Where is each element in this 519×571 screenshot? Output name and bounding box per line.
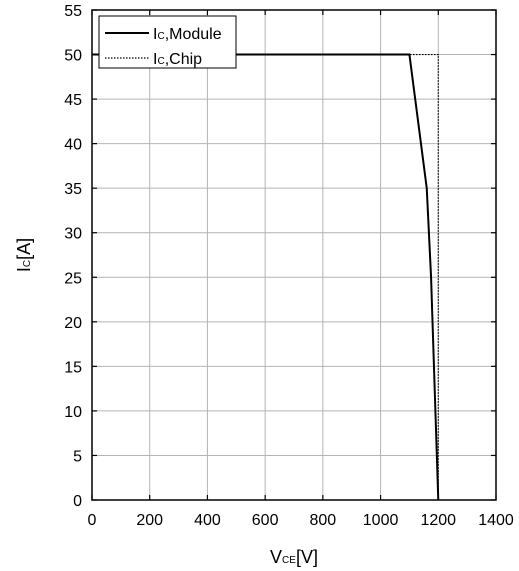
legend-label-main: I: [153, 51, 157, 68]
y-tick-label: 5: [73, 448, 82, 465]
y-tick-label: 30: [64, 226, 82, 243]
x-tick-label: 600: [252, 512, 279, 529]
legend-box: [98, 15, 237, 69]
y-tick-label: 25: [64, 270, 82, 287]
x-tick-label: 1200: [420, 512, 456, 529]
legend-label-chip: IC,Chip: [153, 51, 202, 68]
y-tick-label: 50: [64, 48, 82, 65]
ticks: [91, 9, 497, 501]
x-tick-label: 200: [136, 512, 163, 529]
plot-frame: [91, 9, 497, 501]
y-tick-label: 20: [64, 315, 82, 332]
x-axis-label-unit: [V]: [296, 547, 318, 567]
legend-label-rest: ,Module: [165, 26, 222, 43]
legend-label-main: I: [153, 26, 157, 43]
y-tick-label: 0: [73, 493, 82, 510]
y-tick-label: 40: [64, 137, 82, 154]
y-tick-label: 35: [64, 181, 82, 198]
series-line-module: [92, 53, 440, 501]
y-tick-label: 10: [64, 404, 82, 421]
y-tick-label: 15: [64, 359, 82, 376]
legend-label-rest: ,Chip: [165, 51, 202, 68]
x-axis-label: VCE[V]: [270, 547, 318, 567]
x-tick-label: 1000: [363, 512, 399, 529]
tick-labels: 0 200 400 600 800 1000 1200 1400 0 5 10 15 20 25 30 35 4…: [64, 3, 514, 529]
x-axis-label-sub: CE: [282, 555, 296, 566]
y-axis-label-sub: C: [22, 260, 33, 267]
legend-label-module: IC,Module: [153, 26, 222, 43]
x-tick-label: 400: [194, 512, 221, 529]
x-axis-label-main: V: [270, 547, 282, 567]
y-tick-label: 45: [64, 92, 82, 109]
legend-label-sub: C: [157, 31, 164, 42]
x-tick-label: 0: [88, 512, 97, 529]
y-tick-label: 55: [64, 3, 82, 20]
x-tick-label: 800: [310, 512, 337, 529]
y-axis-label: IC[A]: [14, 238, 34, 272]
x-tick-label: 1400: [478, 512, 514, 529]
legend-label-sub: C: [157, 56, 164, 67]
y-axis-label-main: I: [14, 267, 34, 272]
y-axis-label-unit: [A]: [14, 238, 34, 260]
